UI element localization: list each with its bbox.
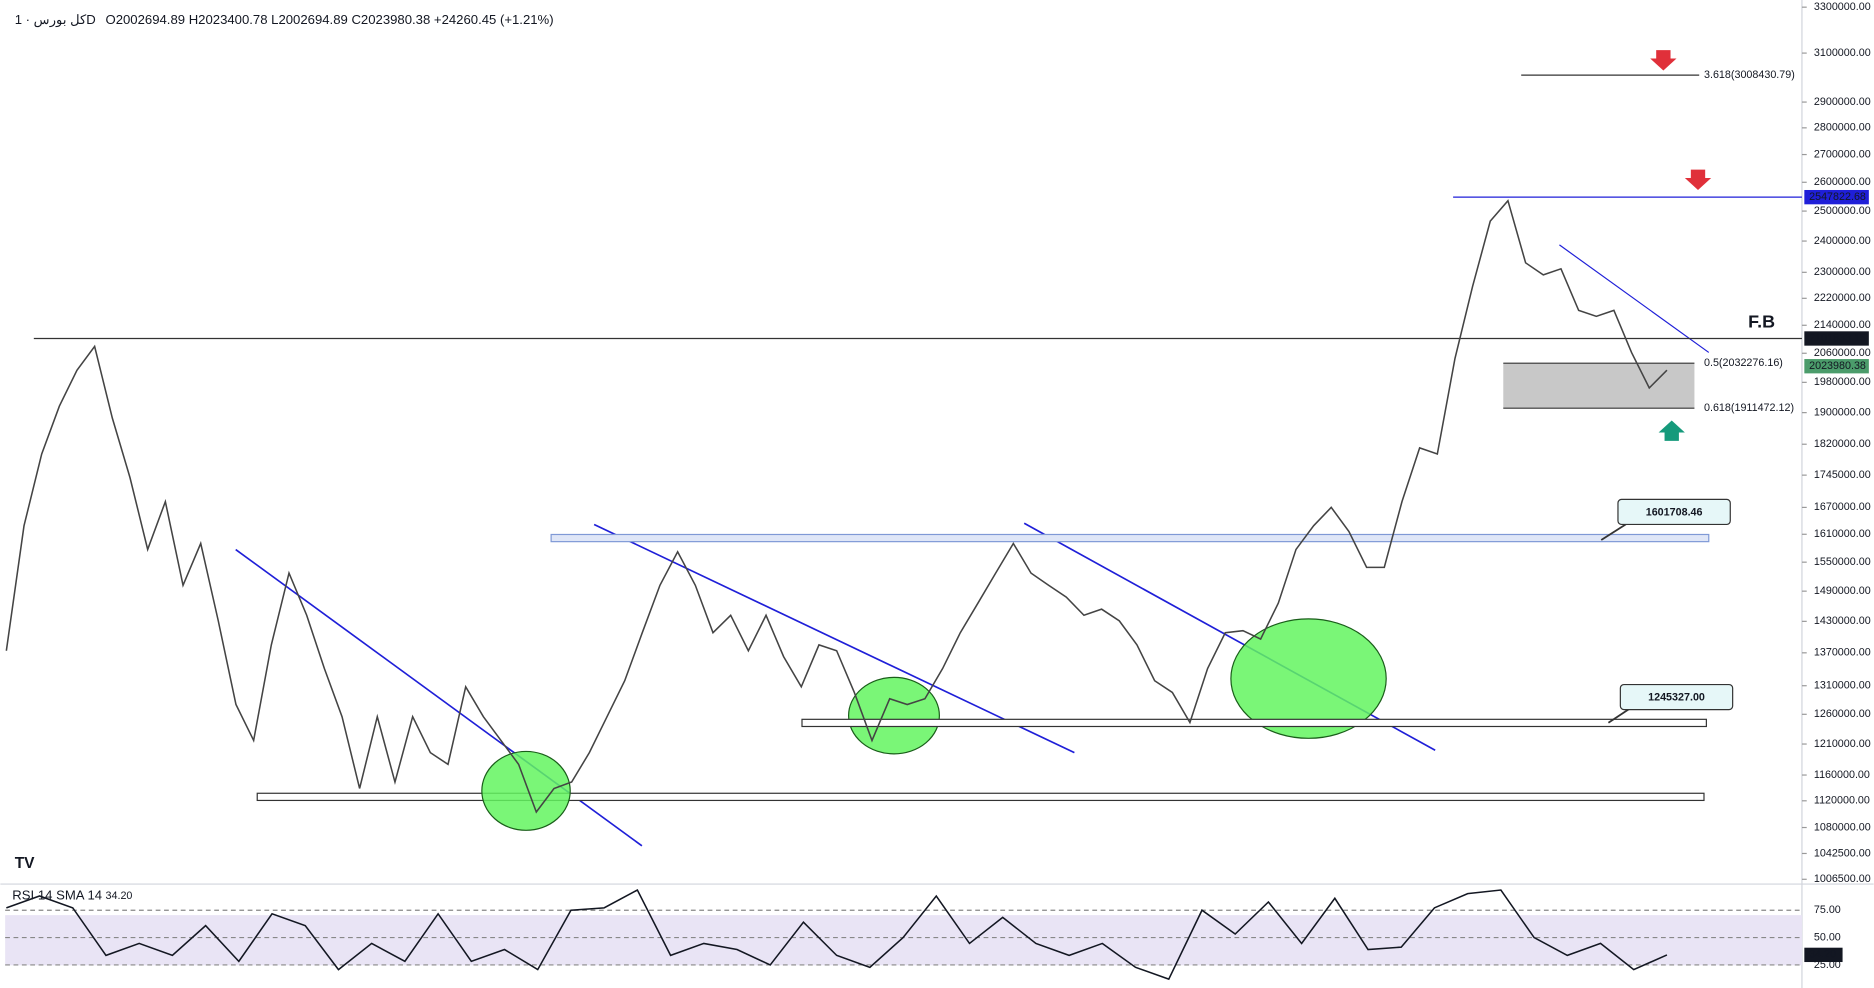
y-tick-label: 1745000.00	[1814, 469, 1871, 481]
trendline	[1559, 244, 1710, 353]
up-arrow	[1658, 420, 1685, 441]
y-tick-label: 2800000.00	[1814, 122, 1871, 134]
down-arrow	[1650, 50, 1677, 71]
y-tick-label: 1006500.00	[1814, 873, 1871, 885]
y-tick-label: 2060000.00	[1814, 347, 1871, 359]
y-tick-label: 2220000.00	[1814, 292, 1871, 304]
y-tick-label: 1490000.00	[1814, 585, 1871, 597]
circle	[481, 750, 571, 831]
support-box	[256, 792, 1705, 802]
rsi-band	[5, 915, 1802, 966]
y-tick-label: 1370000.00	[1814, 647, 1871, 659]
price-tag-label: 2101833.15	[1809, 332, 1866, 344]
y-tick-label: 3300000.00	[1814, 1, 1871, 13]
rsi-legend: RSI 14 SMA 14	[12, 887, 102, 902]
callout-label: 1601708.46	[1646, 506, 1703, 518]
callout-pointer	[1607, 707, 1631, 724]
y-tick-label: 1610000.00	[1814, 528, 1871, 540]
y-tick-label: 2700000.00	[1814, 148, 1871, 160]
rsi-tag	[1804, 947, 1843, 963]
y-tick-label: 2500000.00	[1814, 205, 1871, 217]
trendlines	[235, 244, 1710, 847]
logo: TV	[15, 855, 35, 872]
trendline	[593, 523, 1075, 754]
y-tick-label: 1160000.00	[1814, 769, 1870, 781]
symbol: کل بورس · 1D	[15, 12, 96, 28]
y-tick-label: 1120000.00	[1814, 795, 1870, 807]
y-tick-label: 3100000.00	[1814, 47, 1871, 59]
circle	[1230, 618, 1387, 739]
level-box	[550, 533, 1710, 543]
price-tag-label: 2023980.38	[1809, 360, 1866, 372]
fib-label: 0.618(1911472.12)	[1704, 402, 1794, 414]
price-tag	[1804, 331, 1869, 346]
y-tick-label: 1900000.00	[1814, 406, 1871, 418]
y-tick-label: 1430000.00	[1814, 615, 1871, 627]
level-box	[801, 718, 1707, 728]
circle	[847, 676, 940, 755]
y-tick-label: 2300000.00	[1814, 266, 1871, 278]
y-tick-label: 1820000.00	[1814, 438, 1871, 450]
rsi-tag-label: 34.20	[1809, 949, 1836, 961]
fib-zone	[1503, 363, 1695, 409]
price-tag-label: 2547822.68	[1809, 191, 1866, 203]
fb-label: F.B	[1748, 311, 1775, 331]
y-tick-label: 1080000.00	[1814, 821, 1871, 833]
y-tick-label: 1260000.00	[1814, 708, 1871, 720]
y-tick-label: 1310000.00	[1814, 680, 1871, 692]
down-arrow	[1684, 169, 1712, 190]
y-tick-label: 1670000.00	[1814, 501, 1871, 513]
ohlc: O2002694.89 H2023400.78 L2002694.89 C202…	[106, 12, 554, 27]
callout-pointer	[1600, 522, 1629, 541]
callout-label: 1245327.00	[1648, 692, 1705, 704]
fib-label: 0.5(2032276.16)	[1704, 357, 1783, 369]
rsi-tick-label: 75.00	[1814, 904, 1841, 916]
rsi-tick-label: 50.00	[1814, 931, 1841, 943]
fib-label: 3.618(3008430.79)	[1704, 69, 1795, 81]
y-tick-label: 2600000.00	[1814, 176, 1871, 188]
y-tick-label: 1550000.00	[1814, 556, 1871, 568]
y-tick-label: 2400000.00	[1814, 235, 1871, 247]
y-tick-label: 1980000.00	[1814, 376, 1871, 388]
rsi-line	[6, 888, 1668, 981]
price-line-series	[5, 199, 1668, 814]
y-tick-label: 2140000.00	[1814, 319, 1871, 331]
callout-box	[1619, 683, 1734, 711]
y-tick-label: 1042500.00	[1814, 847, 1871, 859]
price-tag	[1804, 359, 1869, 374]
y-tick-label: 1210000.00	[1814, 738, 1871, 750]
callout-box	[1617, 498, 1731, 526]
price-tag	[1804, 189, 1869, 205]
rsi-value: 34.20	[106, 890, 133, 902]
y-tick-label: 2900000.00	[1814, 96, 1871, 108]
highlights	[481, 618, 1387, 831]
